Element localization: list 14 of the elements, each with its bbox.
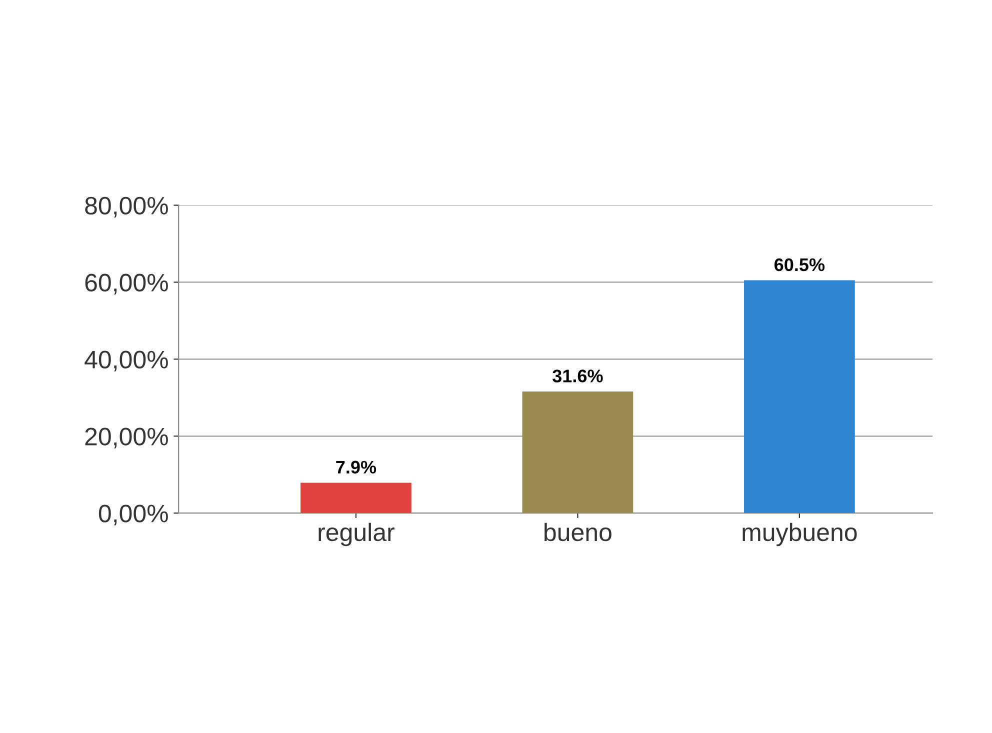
x-tick-label: muybueno <box>742 522 857 546</box>
bar <box>744 280 855 514</box>
y-tick-label: 40,00% <box>84 350 168 372</box>
bar <box>522 391 634 514</box>
data-label: 60.5% <box>774 258 825 272</box>
y-tick-label: 0,00% <box>98 504 168 526</box>
y-tick-label: 60,00% <box>85 274 168 294</box>
data-label: 7.9% <box>336 460 376 474</box>
data-label: 31.6% <box>552 370 603 382</box>
x-tick-label: regular <box>318 522 394 546</box>
y-tick-label: 20,00% <box>85 428 168 448</box>
bar <box>300 482 412 514</box>
y-tick-label: 80,00% <box>85 196 168 218</box>
x-tick-label: bueno <box>544 522 612 542</box>
